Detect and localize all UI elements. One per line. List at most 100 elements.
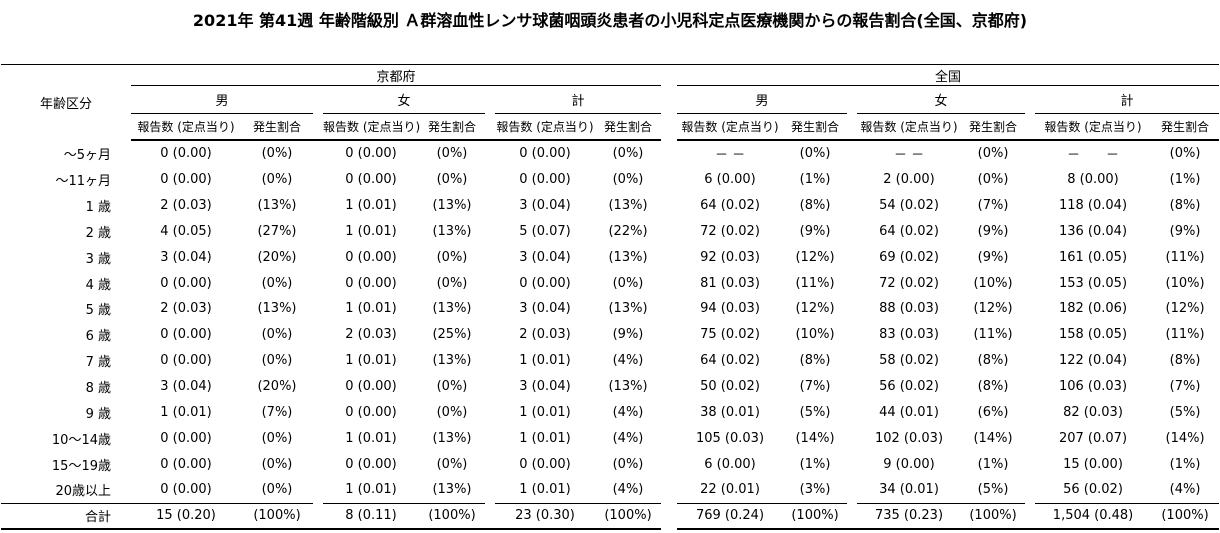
rate-cell: (8%) — [799, 353, 831, 369]
rate-cell: (100%) — [419, 502, 485, 530]
column-gap — [313, 399, 323, 425]
sex-header-kyoto-female: 女 — [323, 85, 485, 114]
age-label: 4 歳 — [85, 277, 111, 293]
rate-cell: (100%) — [241, 502, 313, 530]
age-label: 10～14歳 — [51, 432, 111, 448]
subheader-rate: 発生割合 — [1151, 113, 1220, 141]
rate-cell: (0%) — [261, 456, 293, 472]
reports-cell: － － — [714, 148, 746, 164]
subheader-rate: 発生割合 — [595, 113, 662, 141]
reports-cell: 38 (0.01) — [700, 404, 760, 420]
column-gap — [661, 167, 677, 193]
reports-cell: 153 (0.05) — [1058, 275, 1128, 291]
column-gap — [485, 219, 495, 245]
table-row: 2 歳 4 (0.05) (27%) 1 (0.01) (13%) 5 (0.07) (22… — [1, 219, 1219, 245]
rate-cell: (13%) — [432, 223, 472, 239]
reports-cell: 23 (0.30) — [495, 502, 595, 530]
rate-cell: (100%) — [783, 502, 848, 530]
reports-cell: 1 (0.01) — [345, 430, 397, 446]
age-label: ～11ヶ月 — [55, 174, 111, 190]
column-gap — [313, 348, 323, 374]
reports-cell: 2 (0.03) — [519, 327, 571, 343]
column-gap — [1025, 219, 1035, 245]
column-gap — [661, 348, 677, 374]
rate-cell: (1%) — [799, 456, 831, 472]
reports-cell: 69 (0.02) — [879, 249, 939, 265]
age-label: 合計 — [1, 502, 131, 530]
column-gap — [1025, 503, 1036, 530]
reports-cell: 1 (0.01) — [519, 353, 571, 369]
column-gap — [485, 477, 495, 503]
column-gap — [485, 193, 495, 219]
region-header-national: 全国 — [677, 64, 1220, 86]
rate-cell: (6%) — [977, 404, 1009, 420]
column-gap — [847, 348, 857, 374]
sex-header-national-total: 計 — [1035, 85, 1220, 114]
total-row: 合計 15 (0.20) (100%) 8 (0.11) (100%) 23 (0.30)… — [1, 502, 1220, 530]
rate-cell: (1%) — [1169, 172, 1201, 188]
column-gap — [485, 503, 495, 530]
column-gap — [847, 219, 857, 245]
column-gap — [847, 425, 857, 451]
rate-cell: (9%) — [1169, 223, 1201, 239]
reports-cell: 102 (0.03) — [874, 430, 944, 446]
rate-cell: (5%) — [799, 404, 831, 420]
reports-cell: 0 (0.00) — [345, 275, 397, 291]
age-label: 15～19歳 — [51, 458, 111, 474]
reports-cell: 1 (0.01) — [160, 404, 212, 420]
rate-cell: (14%) — [973, 430, 1013, 446]
column-gap — [485, 374, 495, 400]
sex-header-kyoto-total: 計 — [495, 85, 662, 114]
reports-cell: 769 (0.24) — [677, 502, 784, 530]
column-gap — [847, 374, 857, 400]
sex-header-kyoto-male: 男 — [131, 85, 313, 114]
rate-cell: (4%) — [612, 404, 644, 420]
rate-cell: (9%) — [977, 223, 1009, 239]
rate-cell: (13%) — [432, 430, 472, 446]
rate-cell: (12%) — [795, 301, 835, 317]
rate-cell: (25%) — [432, 327, 472, 343]
rate-cell: (12%) — [973, 301, 1013, 317]
reports-cell: 0 (0.00) — [160, 353, 212, 369]
rate-cell: (10%) — [1165, 275, 1205, 291]
reports-cell: 207 (0.07) — [1058, 430, 1128, 446]
reports-cell: 0 (0.00) — [345, 456, 397, 472]
subheader-reports: 報告数 (定点当り) — [323, 113, 420, 141]
reports-cell: 15 (0.20) — [131, 502, 241, 530]
reports-cell: 0 (0.00) — [519, 146, 571, 162]
rate-cell: (0%) — [261, 353, 293, 369]
reports-cell: 118 (0.04) — [1058, 198, 1128, 214]
rate-cell: (0%) — [261, 275, 293, 291]
reports-cell: 22 (0.01) — [700, 482, 760, 498]
rate-cell: (0%) — [436, 404, 468, 420]
rate-cell: (4%) — [612, 430, 644, 446]
column-gap — [847, 86, 857, 114]
age-label: 8 歳 — [85, 381, 111, 397]
reports-cell: 88 (0.03) — [879, 301, 939, 317]
table-row: 15～19歳 0 (0.00) (0%) 0 (0.00) (0%) 0 (0.00) (0… — [1, 451, 1219, 477]
rate-cell: (13%) — [432, 301, 472, 317]
subheader-rate: 発生割合 — [961, 113, 1026, 141]
age-label: 1 歳 — [85, 200, 111, 216]
rate-cell: (0%) — [261, 430, 293, 446]
report-table: 年齢区分 京都府 全国 男 女 計 男 女 計 報告数 (定点当り) 発生割合 … — [1, 64, 1220, 530]
rate-cell: (11%) — [795, 275, 835, 291]
rate-cell: (0%) — [436, 249, 468, 265]
rate-cell: (0%) — [261, 327, 293, 343]
rate-cell: (0%) — [436, 379, 468, 395]
rate-cell: (13%) — [608, 379, 648, 395]
column-gap — [847, 193, 857, 219]
reports-cell: 1 (0.01) — [519, 404, 571, 420]
column-gap — [485, 244, 495, 270]
reports-cell: 3 (0.04) — [519, 301, 571, 317]
rate-cell: (0%) — [612, 275, 644, 291]
reports-cell: 54 (0.02) — [879, 198, 939, 214]
reports-cell: 0 (0.00) — [160, 430, 212, 446]
subheader-row: 報告数 (定点当り) 発生割合 報告数 (定点当り) 発生割合 報告数 (定点当… — [1, 113, 1220, 141]
column-gap — [1025, 425, 1035, 451]
age-label: 6 歳 — [85, 329, 111, 345]
rate-cell: (10%) — [795, 327, 835, 343]
reports-cell: 83 (0.03) — [879, 327, 939, 343]
rate-cell: (0%) — [261, 146, 293, 162]
column-gap — [661, 322, 677, 348]
